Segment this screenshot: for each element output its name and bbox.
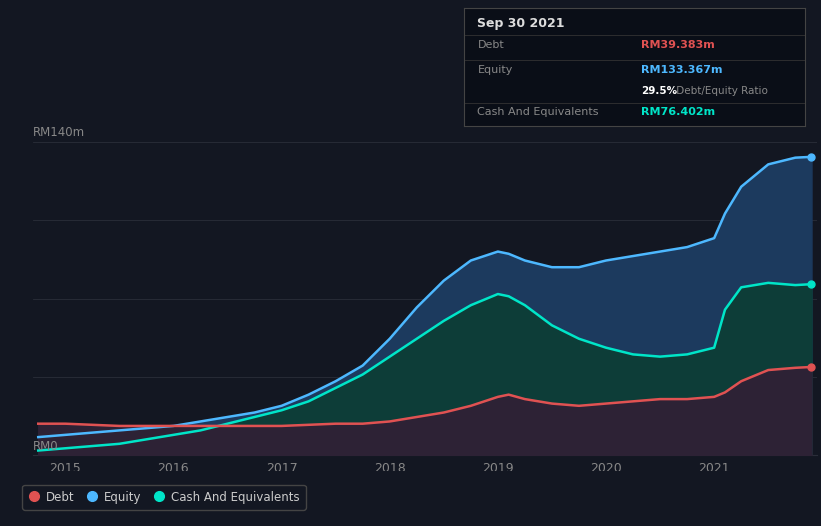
Text: 29.5%: 29.5% <box>641 86 677 96</box>
Text: Debt/Equity Ratio: Debt/Equity Ratio <box>673 86 768 96</box>
Text: Sep 30 2021: Sep 30 2021 <box>478 17 565 31</box>
Text: RM76.402m: RM76.402m <box>641 107 715 117</box>
Text: Cash And Equivalents: Cash And Equivalents <box>478 107 599 117</box>
Text: Equity: Equity <box>478 65 513 75</box>
Text: RM39.383m: RM39.383m <box>641 40 715 50</box>
Text: Debt: Debt <box>478 40 504 50</box>
Text: RM133.367m: RM133.367m <box>641 65 722 75</box>
Text: RM0: RM0 <box>33 440 58 453</box>
Text: RM140m: RM140m <box>33 126 85 139</box>
Legend: Debt, Equity, Cash And Equivalents: Debt, Equity, Cash And Equivalents <box>22 485 305 510</box>
